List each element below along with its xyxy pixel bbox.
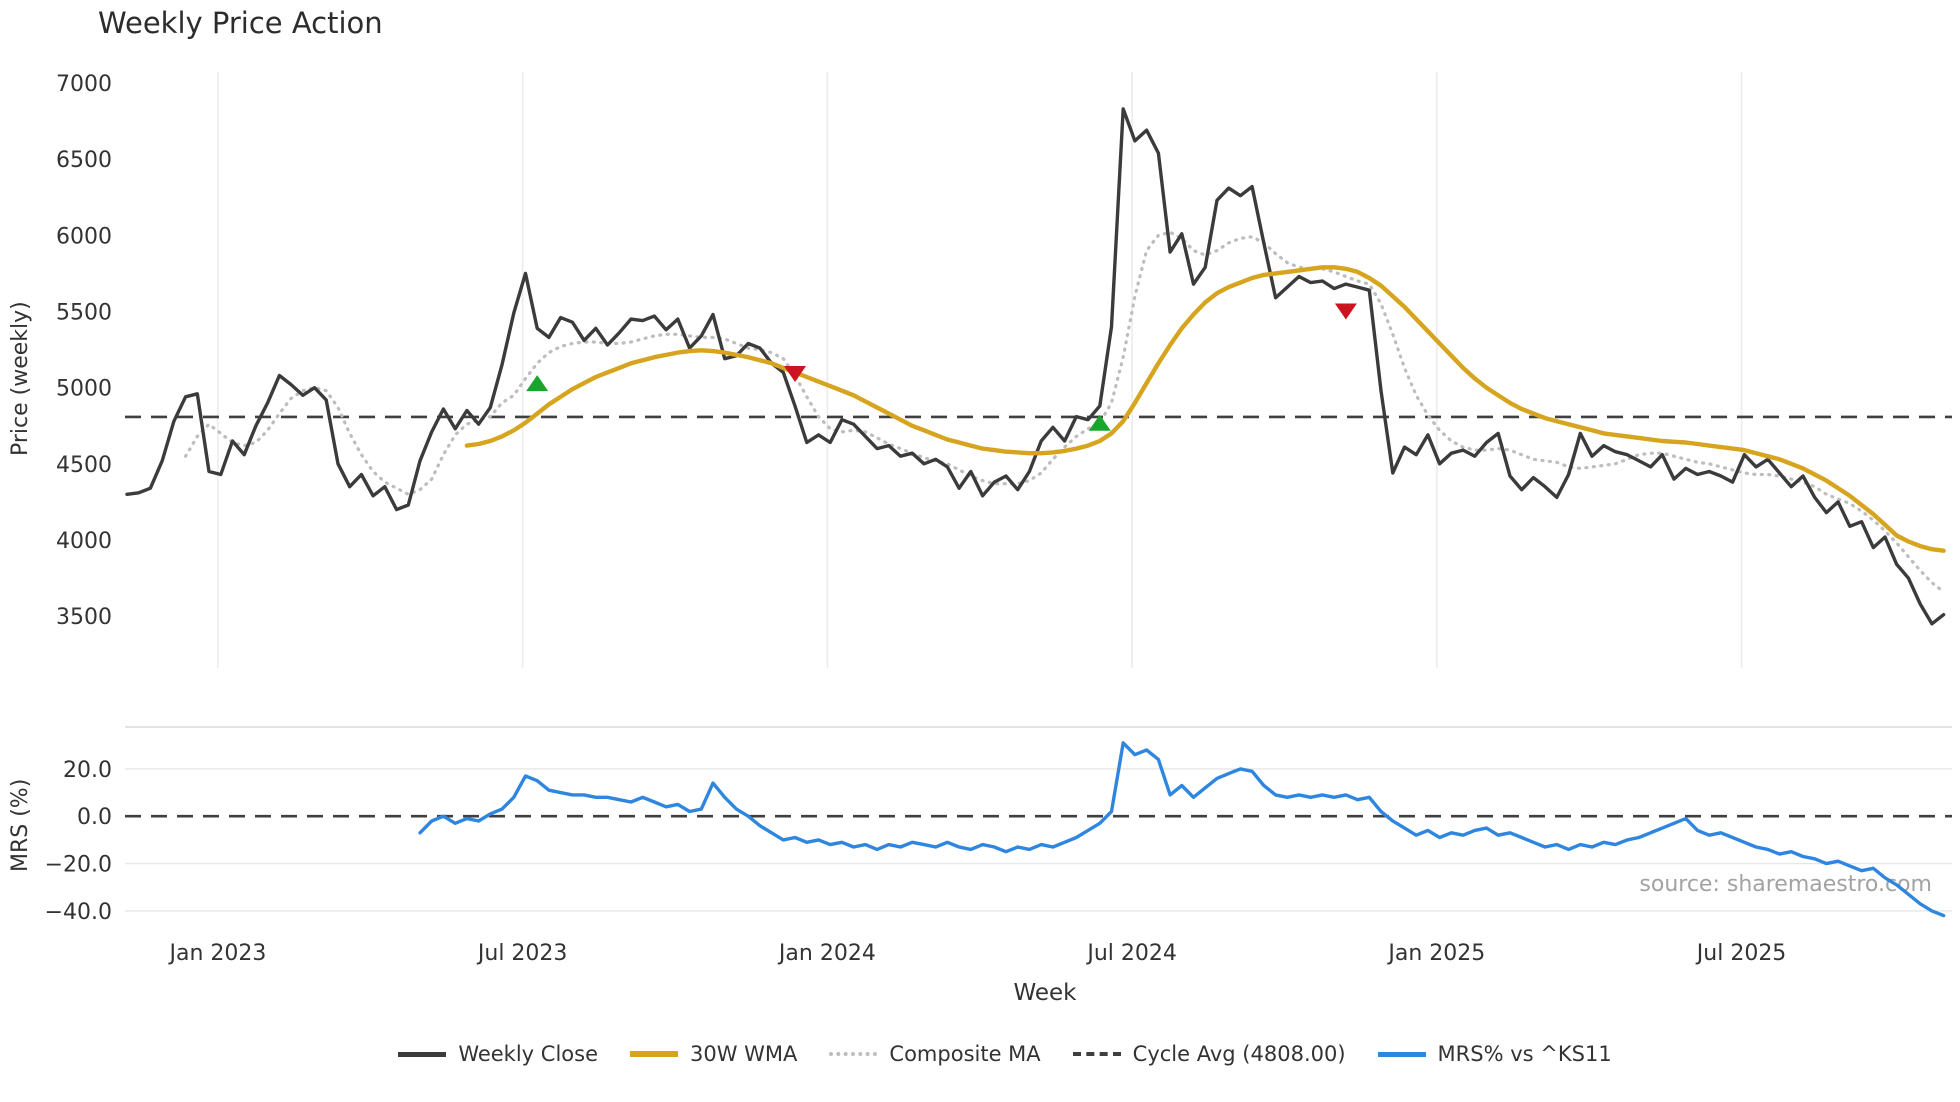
- legend-label-cycle-avg-4808-00: Cycle Avg (4808.00): [1132, 1042, 1346, 1066]
- x-tick-label: Jul 2024: [1085, 941, 1177, 966]
- legend-item-composite-ma: Composite MA: [829, 1042, 1041, 1066]
- price-tick-label: 5500: [56, 300, 112, 325]
- buy-signal-marker: [1088, 414, 1111, 431]
- price-tick-label: 4000: [56, 529, 112, 554]
- legend-item-cycle-avg-4808-00: Cycle Avg (4808.00): [1072, 1042, 1346, 1066]
- price-tick-label: 6000: [56, 224, 112, 249]
- legend-label-weekly-close: Weekly Close: [458, 1042, 598, 1066]
- price-tick-label: 5000: [56, 377, 112, 402]
- legend-item-30w-wma: 30W WMA: [630, 1042, 797, 1066]
- legend-label-mrs-vs-ks11: MRS% vs ^KS11: [1437, 1042, 1612, 1066]
- legend-swatch-composite-ma: [829, 1052, 878, 1056]
- x-tick-label: Jul 2023: [476, 941, 568, 966]
- composite-ma-line: [184, 230, 1946, 594]
- mrs-tick-label: −20.0: [45, 853, 112, 878]
- wma-line: [464, 265, 1946, 553]
- legend-swatch-30w-wma: [630, 1051, 678, 1057]
- x-tick-label: Jan 2024: [777, 941, 876, 966]
- legend-swatch-mrs-vs-ks11: [1377, 1051, 1426, 1057]
- weekly-close-line: [125, 107, 1946, 626]
- x-tick-label: Jan 2025: [1386, 941, 1485, 966]
- x-tick-label: Jul 2025: [1695, 941, 1787, 966]
- price-tick-label: 6500: [56, 148, 112, 173]
- x-tick-label: Jan 2023: [167, 941, 266, 966]
- legend-label-30w-wma: 30W WMA: [690, 1042, 798, 1066]
- chart-legend: Weekly Close 30W WMA Composite MA Cycle Avg…: [125, 1034, 1885, 1074]
- legend-swatch-weekly-close: [398, 1051, 447, 1057]
- chart-title: Weekly Price Action: [98, 6, 383, 40]
- price-tick-label: 4500: [56, 453, 112, 478]
- price-tick-label: 7000: [56, 72, 112, 97]
- legend-item-mrs-vs-ks11: MRS% vs ^KS11: [1377, 1042, 1612, 1066]
- sell-signal-marker: [1334, 303, 1357, 320]
- legend-label-composite-ma: Composite MA: [889, 1042, 1041, 1066]
- mrs-tick-label: −40.0: [45, 900, 112, 925]
- mrs-tick-label: 20.0: [63, 758, 112, 783]
- legend-item-weekly-close: Weekly Close: [398, 1042, 598, 1066]
- legend-swatch-cycle-avg-4808-00: [1072, 1052, 1121, 1056]
- sell-signal-marker: [784, 365, 807, 382]
- price-tick-label: 3500: [56, 605, 112, 630]
- mrs-tick-label: 0.0: [77, 805, 112, 830]
- mrs-line: [418, 741, 1946, 918]
- x-axis-label: Week: [1013, 980, 1077, 1006]
- buy-signal-marker: [526, 375, 549, 392]
